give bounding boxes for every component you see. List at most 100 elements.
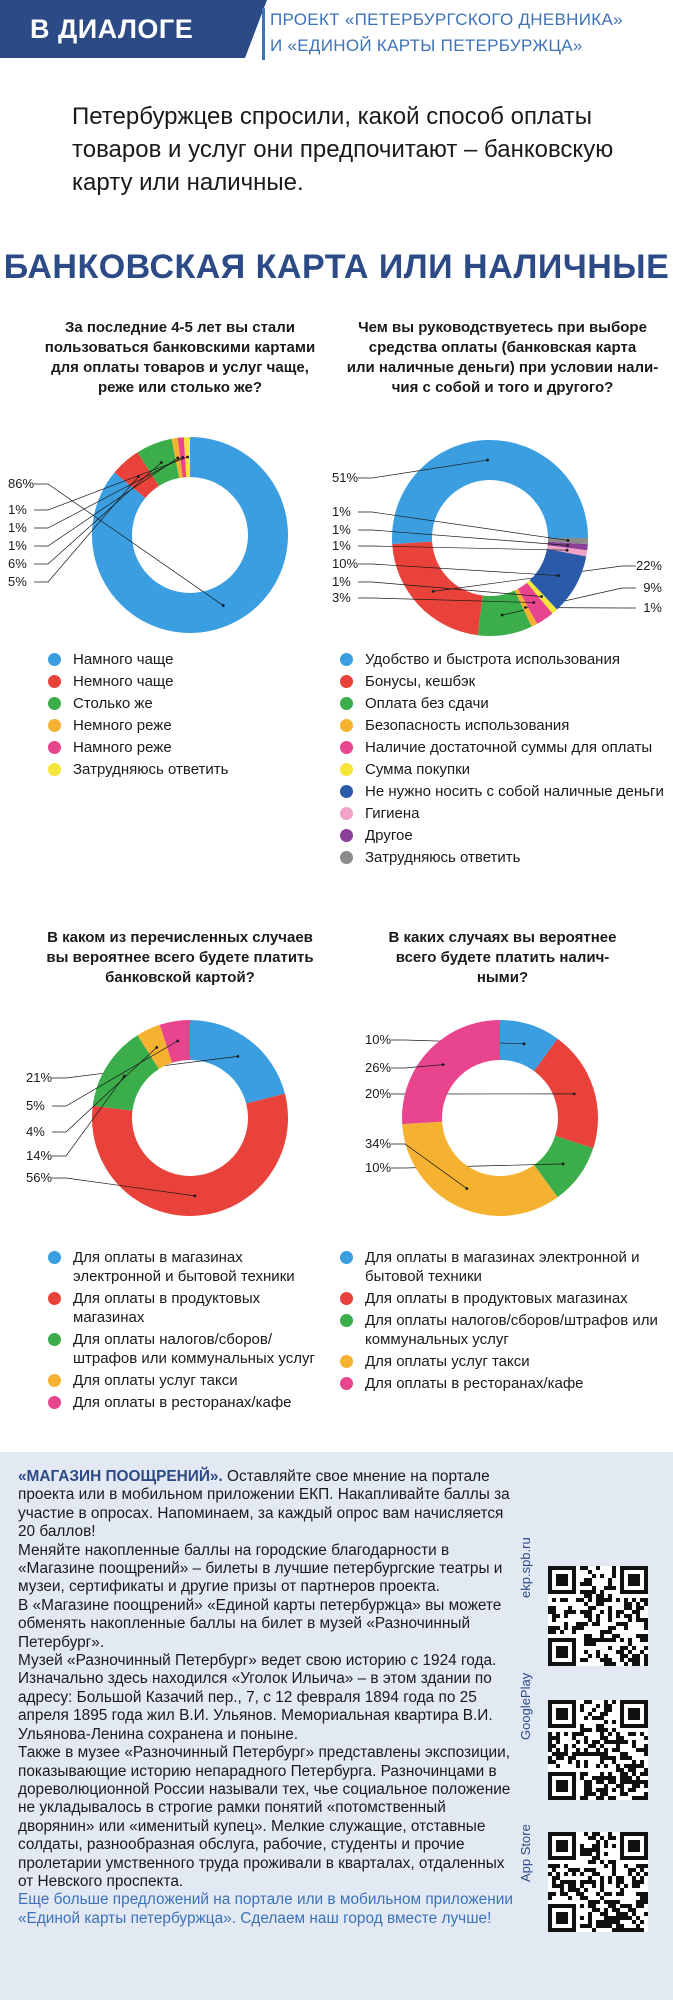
legend-label: Затрудняюсь ответить (365, 849, 521, 866)
legend-dot-icon (48, 653, 61, 666)
leader-line (433, 565, 636, 592)
leader-line (358, 545, 568, 551)
leader-dot (441, 1063, 445, 1067)
leader-line (391, 1143, 467, 1189)
project-line-1: ПРОЕКТ «ПЕТЕРБУРГСКОГО ДНЕВНИКА» (270, 10, 623, 29)
legend-label: Для оплаты в ресторанах/кафе (365, 1375, 584, 1392)
donut-chart-cash-cases: 10% 20% 10% 34% 26% (365, 1020, 598, 1216)
qr-googleplay[interactable] (538, 1692, 670, 1810)
donut-slice (517, 582, 553, 624)
legend-item: Столько же (48, 694, 328, 713)
slice-label: 4% (26, 1124, 45, 1139)
header: В ДИАЛОГЕ ПРОЕКТ «ПЕТЕРБУРГСКОГО ДНЕВНИК… (0, 0, 673, 80)
leader-dot (186, 455, 189, 459)
slice-label: 1% (332, 522, 351, 537)
legend-label: Для оплаты в магазинах электронной и быт… (73, 1249, 295, 1285)
qr-site[interactable] (538, 1558, 670, 1676)
intro-text: Петербуржцев спросили, какой способ опла… (72, 103, 614, 196)
legend-dot-icon (340, 653, 353, 666)
promo-p3: В «Магазине поощрений» «Единой карты пет… (18, 1596, 502, 1651)
donut-chart-payment-choice: 51%22%9%1%3%1%10%1%1%1% (332, 439, 662, 636)
legend-label: Безопасность использования (365, 717, 570, 734)
slice-label: 9% (643, 580, 662, 595)
donut-slice (392, 439, 588, 545)
legend-item: Намного реже (48, 738, 328, 757)
leader-line (358, 511, 569, 541)
leader-line (358, 563, 559, 576)
legend-label: Для оплаты в продуктовых магазинах (365, 1290, 628, 1307)
question-3: В каком из перечисленных случаев вы веро… (40, 928, 320, 988)
legend-item: Для оплаты в магазинах электронной и быт… (48, 1248, 318, 1286)
donut-slice (159, 1020, 190, 1063)
leader-dot (556, 574, 560, 577)
leader-dot (572, 1092, 576, 1096)
slice-label: 1% (332, 574, 351, 589)
leader-line (52, 1075, 125, 1157)
legend-item: Гигиена (340, 804, 670, 823)
promo-p6: Еще больше предложений на портале или в … (18, 1891, 513, 1927)
question-line: Чем вы руководствуетесь при выборе (358, 319, 647, 336)
leader-dot (236, 1054, 240, 1058)
slice-label: 1% (332, 504, 351, 519)
leader-dot (159, 461, 163, 464)
legend-label: Бонусы, кешбэк (365, 673, 476, 690)
legend-label: Для оплаты налогов/сборов/ штрафов или к… (73, 1331, 315, 1367)
leader-dot (193, 1194, 197, 1198)
slice-label: 22% (636, 558, 662, 573)
slice-label: 6% (8, 556, 27, 571)
qr-code-icon (548, 1566, 648, 1666)
promo-text: «МАГАЗИН ПООЩРЕНИЙ». Оставляйте свое мне… (18, 1468, 523, 1928)
legend-dot-icon (340, 829, 353, 842)
leader-line (34, 462, 162, 565)
leader-dot (181, 455, 185, 459)
legend-item: Безопасность использования (340, 716, 670, 735)
leader-dot (566, 543, 570, 547)
leader-dot (561, 1162, 565, 1166)
legend-dot-icon (340, 1355, 353, 1368)
legend-dot-icon (340, 675, 353, 688)
slice-label: 56% (26, 1170, 52, 1185)
legend-label: Намного чаще (73, 651, 174, 668)
legend-label: Сумма покупки (365, 761, 471, 778)
slice-label: 3% (332, 590, 351, 605)
leader-line (34, 483, 224, 606)
qr-appstore[interactable] (538, 1824, 670, 1942)
question-line: средства оплаты (банковская карта (368, 339, 637, 356)
question-line: чия с собой и того и другого? (391, 379, 614, 396)
legend-dot-icon (48, 697, 61, 710)
leader-line (391, 1064, 444, 1069)
legend-item: Для оплаты в магазинах электронной и быт… (340, 1248, 670, 1286)
legend-dot-icon (340, 1292, 353, 1305)
legend-label: Немного реже (73, 717, 172, 734)
legend-item: Для оплаты налогов/сборов/штрафов или ко… (340, 1311, 670, 1349)
legend-item: Намного чаще (48, 650, 328, 669)
legend-item: Удобство и быстрота использования (340, 650, 670, 669)
leader-line (358, 529, 568, 546)
legend-label: Для оплаты налогов/сборов/штрафов или ко… (365, 1312, 658, 1348)
leader-line (52, 1177, 195, 1197)
legend-dot-icon (340, 1251, 353, 1264)
donut-slice (137, 1024, 173, 1070)
legend-dot-icon (48, 763, 61, 776)
legend-cash-cases: Для оплаты в магазинах электронной и быт… (340, 1248, 670, 1396)
project-line-2: И «ЕДИНОЙ КАРТЫ ПЕТЕРБУРЖЦА» (270, 36, 583, 55)
legend-label: Затрудняюсь ответить (73, 761, 229, 778)
leader-dot (565, 548, 569, 552)
legend-dot-icon (48, 1292, 61, 1305)
leader-line (52, 1040, 178, 1107)
qr-code-icon (548, 1700, 648, 1800)
legend-item: Для оплаты услуг такси (340, 1352, 670, 1371)
slice-label: 86% (8, 476, 34, 491)
slice-label: 10% (365, 1160, 391, 1175)
leader-line (52, 1056, 238, 1079)
accent-bar (262, 8, 265, 60)
donut-slice (402, 1121, 558, 1216)
legend-label: Для оплаты услуг такси (365, 1353, 530, 1370)
section-badge: В ДИАЛОГЕ (0, 0, 245, 58)
leader-line (358, 581, 542, 597)
slice-label: 5% (26, 1098, 45, 1113)
leader-line (34, 476, 139, 583)
legend-dot-icon (340, 697, 353, 710)
legend-dot-icon (340, 1314, 353, 1327)
leader-dot (176, 456, 180, 460)
